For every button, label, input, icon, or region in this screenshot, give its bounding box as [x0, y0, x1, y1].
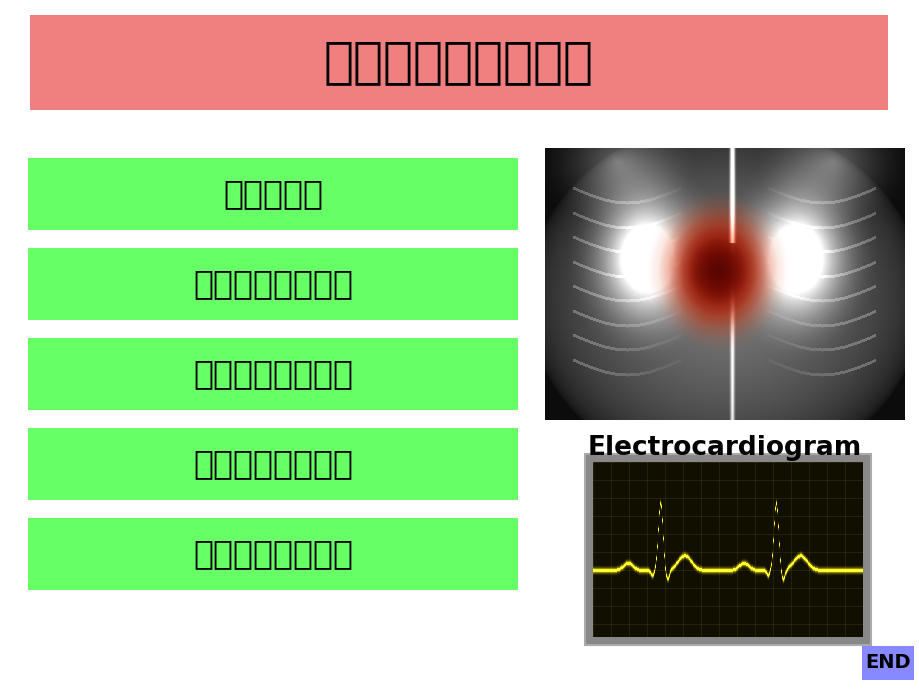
FancyBboxPatch shape: [28, 428, 517, 500]
Text: 临床心电学基本知识: 临床心电学基本知识: [323, 39, 594, 86]
FancyBboxPatch shape: [584, 454, 870, 645]
Text: Electrocardiogram: Electrocardiogram: [587, 435, 861, 461]
FancyBboxPatch shape: [28, 518, 517, 590]
Text: 心电图检查: 心电图检查: [222, 177, 323, 210]
Text: END: END: [864, 653, 910, 673]
FancyBboxPatch shape: [861, 646, 913, 680]
Text: 心电图的导联系统: 心电图的导联系统: [193, 268, 353, 301]
Text: 心电图的波段命名: 心电图的波段命名: [193, 448, 353, 480]
FancyBboxPatch shape: [28, 158, 517, 230]
Text: 心电图产生的原理: 心电图产生的原理: [193, 357, 353, 391]
Text: 心电图的测量方法: 心电图的测量方法: [193, 538, 353, 571]
FancyBboxPatch shape: [28, 248, 517, 320]
FancyBboxPatch shape: [28, 338, 517, 410]
FancyBboxPatch shape: [30, 15, 887, 110]
